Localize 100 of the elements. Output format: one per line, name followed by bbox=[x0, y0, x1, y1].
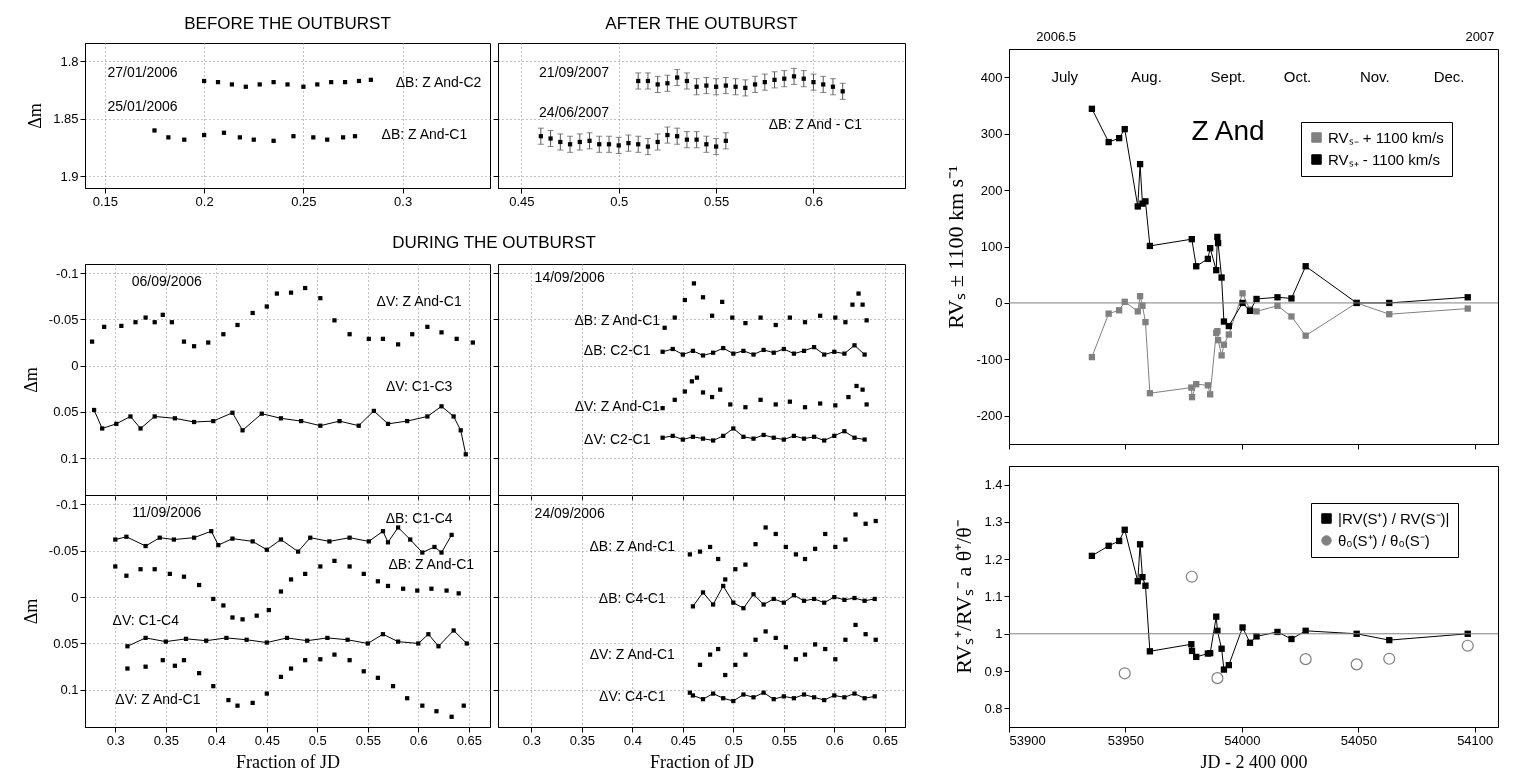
x-tick-label: 0.2 bbox=[195, 193, 214, 209]
point bbox=[680, 352, 685, 357]
point bbox=[366, 539, 371, 544]
point bbox=[723, 577, 728, 582]
point bbox=[229, 82, 235, 87]
annotation: ΔV: Z And-C1 bbox=[589, 645, 676, 662]
point bbox=[345, 637, 350, 642]
annotation: ΔB: Z And-C1 bbox=[589, 537, 676, 554]
point bbox=[690, 693, 696, 698]
point bbox=[743, 405, 748, 410]
point bbox=[206, 340, 211, 345]
point bbox=[1118, 667, 1131, 680]
point bbox=[291, 134, 296, 139]
point bbox=[230, 615, 235, 620]
point bbox=[822, 352, 827, 357]
y-tick-label: 1.3 bbox=[984, 514, 1003, 530]
x-tick-label: 0.3 bbox=[522, 732, 541, 748]
point bbox=[143, 315, 148, 320]
x-tick-label: 0.55 bbox=[355, 732, 381, 748]
point bbox=[152, 128, 157, 133]
point bbox=[862, 598, 867, 603]
point bbox=[1193, 381, 1200, 388]
point bbox=[1088, 552, 1096, 560]
point bbox=[230, 536, 235, 541]
point bbox=[1461, 639, 1474, 652]
annotation: ΔV: Z And-C1 bbox=[376, 292, 462, 309]
point bbox=[1386, 636, 1393, 644]
point bbox=[665, 132, 670, 138]
point bbox=[863, 521, 868, 526]
point bbox=[1288, 635, 1295, 643]
point bbox=[1253, 295, 1260, 303]
point bbox=[347, 535, 352, 540]
point bbox=[449, 714, 454, 719]
y-axis-title: RVₛ ± 1100 km s⁻¹ bbox=[943, 165, 969, 329]
point bbox=[1302, 263, 1309, 270]
point bbox=[813, 642, 818, 647]
point bbox=[707, 652, 713, 657]
point bbox=[1121, 125, 1128, 133]
point bbox=[257, 82, 262, 87]
point bbox=[332, 318, 337, 323]
point bbox=[1146, 242, 1154, 250]
chart-title: BEFORE THE OUTBURST bbox=[184, 14, 391, 33]
point bbox=[751, 436, 756, 441]
x-tick-label: 54100 bbox=[1457, 732, 1494, 748]
point bbox=[264, 304, 269, 309]
point bbox=[741, 692, 746, 697]
point bbox=[761, 347, 766, 353]
point bbox=[1274, 294, 1281, 301]
legend-label: RVₛ₋ + 1100 km/s bbox=[1328, 128, 1444, 146]
point bbox=[444, 588, 449, 593]
y-tick-label: 100 bbox=[980, 239, 1003, 254]
point bbox=[713, 144, 719, 149]
y-tick-label: 0 bbox=[71, 358, 79, 374]
point bbox=[862, 437, 867, 442]
point bbox=[626, 141, 631, 146]
x-tick-label: 0.4 bbox=[207, 732, 226, 748]
point bbox=[700, 590, 706, 595]
annotation: Nov. bbox=[1359, 68, 1390, 86]
point bbox=[842, 597, 847, 602]
point bbox=[250, 539, 255, 544]
annotation: July bbox=[1051, 68, 1079, 86]
point bbox=[751, 695, 756, 700]
point bbox=[1139, 573, 1146, 581]
point bbox=[171, 537, 176, 542]
point bbox=[347, 564, 352, 569]
point bbox=[821, 82, 826, 87]
annotation: ΔB: Z And-C1 bbox=[381, 126, 468, 143]
point bbox=[1218, 645, 1225, 652]
point bbox=[680, 437, 685, 442]
point bbox=[1288, 295, 1295, 302]
point bbox=[1146, 390, 1154, 397]
point bbox=[802, 652, 808, 657]
x-tick-label: 0.55 bbox=[771, 732, 797, 748]
point bbox=[852, 595, 857, 601]
point bbox=[843, 320, 848, 325]
y-tick-label: 0.9 bbox=[984, 663, 1003, 679]
point bbox=[833, 315, 838, 320]
y-tick-label: 0.05 bbox=[53, 635, 79, 651]
x-tick-label: 0.4 bbox=[623, 732, 642, 748]
x-tick-label: 0.3 bbox=[394, 193, 413, 209]
annotation: 24/09/2006 bbox=[534, 505, 605, 522]
point bbox=[1188, 236, 1195, 243]
point bbox=[113, 537, 118, 542]
point bbox=[763, 629, 768, 634]
annotation: ΔB: Z And-C2 bbox=[395, 74, 482, 91]
point bbox=[395, 342, 401, 347]
point bbox=[645, 144, 651, 149]
point bbox=[128, 414, 133, 419]
point bbox=[125, 666, 130, 671]
point bbox=[1246, 639, 1254, 646]
point bbox=[143, 635, 148, 641]
point bbox=[864, 402, 869, 407]
x-tick-label: 0.65 bbox=[872, 732, 898, 748]
annotation: ΔV: C2-C1 bbox=[584, 430, 651, 447]
point bbox=[133, 320, 138, 325]
point bbox=[1188, 647, 1196, 655]
point bbox=[425, 414, 430, 419]
point bbox=[1220, 318, 1228, 325]
annotation: ΔB: C1-C4 bbox=[385, 510, 453, 527]
x-tick-label: 53900 bbox=[1009, 732, 1046, 748]
